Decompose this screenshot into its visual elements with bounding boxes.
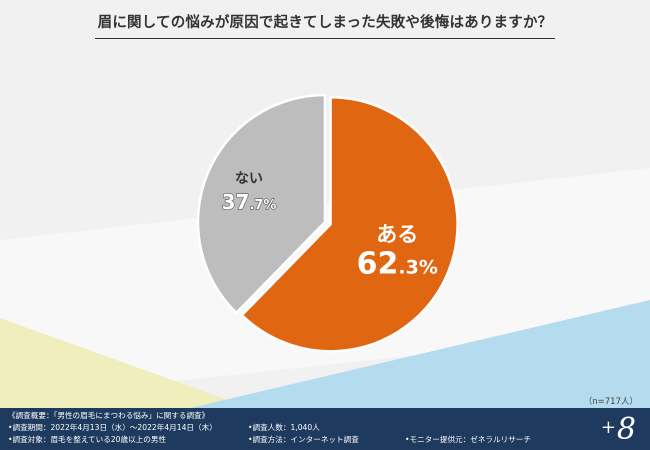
slice-value-int: 62 <box>357 246 399 281</box>
survey-summary-title: 《調査概要：「男性の眉毛にまつわる悩み」に関する調査》 <box>8 411 210 420</box>
slice-value-no: 37.7% <box>222 190 277 214</box>
brand-logo-plus: + <box>600 417 616 438</box>
pie-slice-no <box>196 93 327 315</box>
brand-logo: +8 <box>601 410 636 448</box>
slice-value-yes: 62.3% <box>357 246 438 281</box>
title-underline <box>95 38 555 39</box>
slice-value-dec: .7% <box>249 198 276 213</box>
deco-yellow-shape <box>0 318 250 408</box>
survey-count: •調査人数：1,040人 <box>248 423 320 432</box>
survey-provider: •モニター提供元：ゼネラルリサーチ <box>405 435 531 444</box>
pie-slice-yes <box>240 96 459 353</box>
slice-value-int: 37 <box>222 190 250 214</box>
deco-blue-shape <box>190 300 650 408</box>
slice-value-dec: .3% <box>398 256 437 278</box>
sample-size-label: （n=717人） <box>583 397 638 407</box>
survey-target: •調査対象：眉毛を整えている20歳以上の男性 <box>8 435 167 444</box>
brand-logo-number: 8 <box>616 412 636 447</box>
survey-footer: 《調査概要：「男性の眉毛にまつわる悩み」に関する調査》 •調査期間：2022年4… <box>0 408 650 450</box>
survey-period: •調査期間：2022年4月13日（水）〜2022年4月14日（木） <box>8 423 217 432</box>
chart-title: 眉に関しての悩みが原因で起きてしまった失敗や後悔はありますか？ <box>97 15 553 31</box>
survey-method: •調査方法：インターネット調査 <box>248 435 359 444</box>
slice-label-no: ない <box>235 171 263 187</box>
slice-label-yes: ある <box>376 222 418 246</box>
